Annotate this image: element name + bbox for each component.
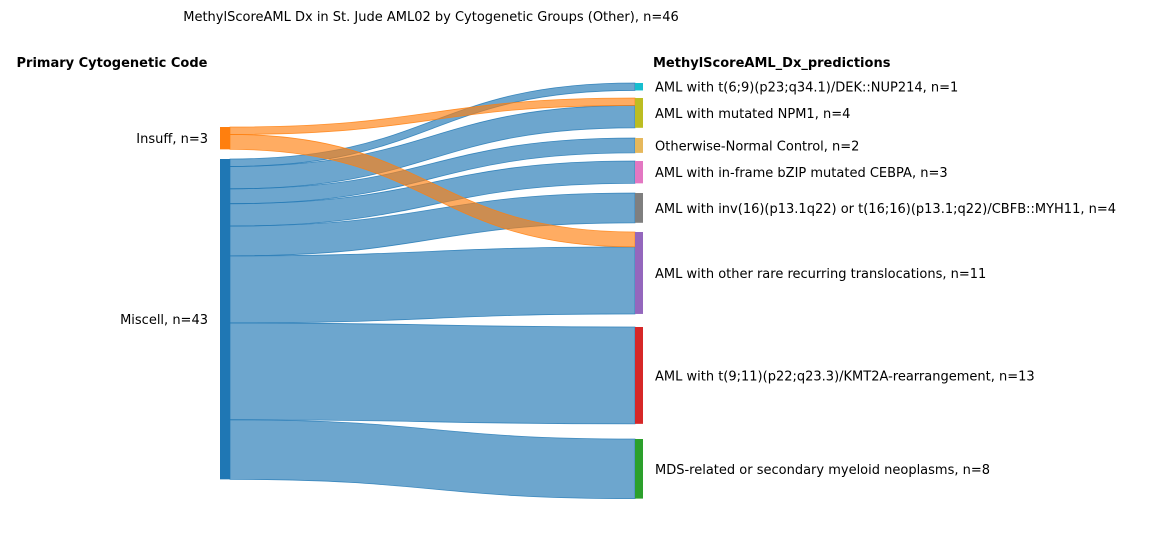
target-label-mds: MDS-related or secondary myeloid neoplas… [655,463,990,478]
target-label-cebpa: AML with in-frame bZIP mutated CEBPA, n=… [655,166,948,181]
link-miscell-to-mds [229,419,636,500]
target-node-mds [635,439,643,499]
source-label-miscell: Miscell, n=43 [120,313,208,328]
target-node-dek [635,83,643,91]
target-node-rare [635,232,643,314]
target-label-npm1: AML with mutated NPM1, n=4 [655,107,850,122]
right-column-header: MethylScoreAML_Dx_predictions [653,56,891,71]
target-label-cbfb: AML with inv(16)(p13.1q22) or t(16;16)(p… [655,202,1116,217]
source-label-insuff: Insuff, n=3 [136,132,208,147]
source-node-miscell [220,159,230,480]
target-node-cbfb [635,193,643,223]
target-node-npm1 [635,98,643,128]
link-miscell-to-rare [229,246,636,324]
target-node-cebpa [635,161,643,184]
target-node-kmt2a [635,327,643,424]
nodes-layer [220,83,643,499]
target-label-kmt2a: AML with t(9;11)(p22;q23.3)/KMT2A-rearra… [655,369,1035,384]
chart-title: MethylScoreAML Dx in St. Jude AML02 by C… [183,10,679,25]
link-miscell-to-kmt2a [229,322,636,425]
target-label-dek: AML with t(6;9)(p23;q34.1)/DEK::NUP214, … [655,81,958,96]
target-label-rare: AML with other rare recurring translocat… [655,267,986,282]
target-label-onc: Otherwise-Normal Control, n=2 [655,139,859,154]
links-layer [229,82,636,500]
target-node-onc [635,138,643,153]
labels-layer: Insuff, n=3 Miscell, n=43 AML with t(6;9)(… [120,81,1116,478]
source-node-insuff [220,127,230,150]
left-column-header: Primary Cytogenetic Code [17,56,208,71]
